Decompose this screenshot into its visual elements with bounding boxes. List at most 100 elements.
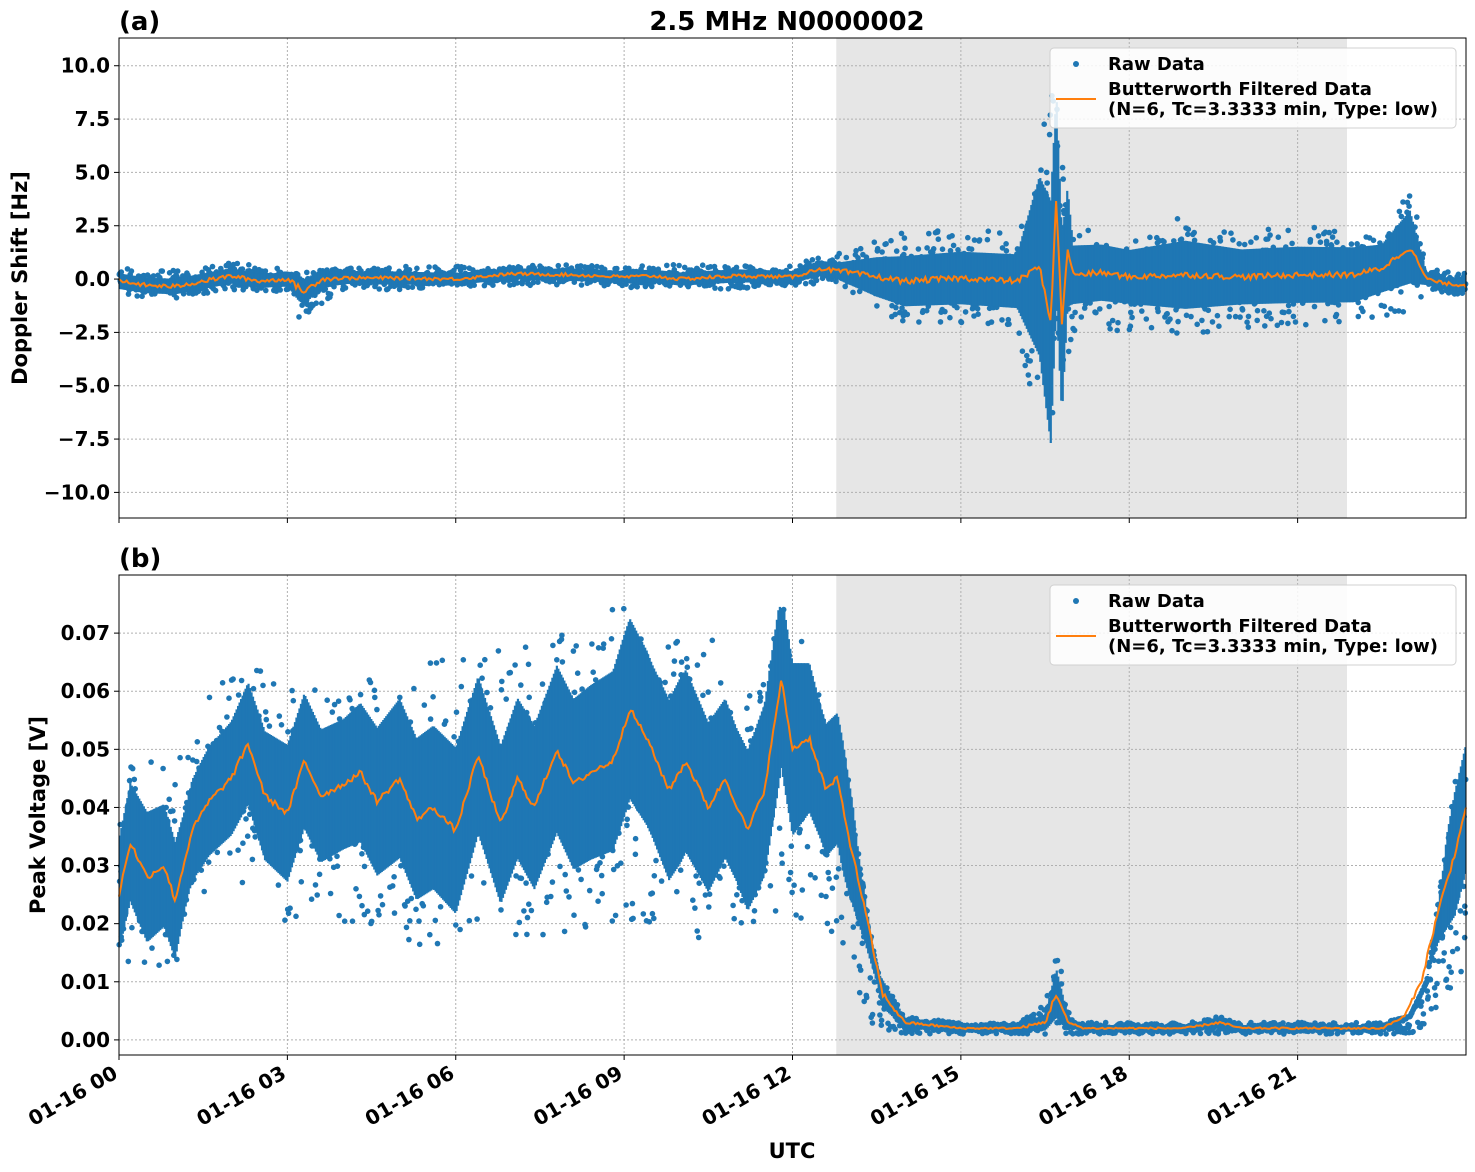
raw-data-point (1078, 314, 1085, 320)
raw-data-point (1445, 269, 1451, 275)
raw-data-point (1205, 307, 1212, 314)
raw-data-point (160, 765, 166, 772)
raw-data-point (461, 264, 468, 271)
raw-data-point (900, 317, 906, 324)
raw-data-point (453, 922, 459, 928)
raw-data-point (298, 879, 305, 885)
raw-data-point (235, 847, 241, 853)
raw-data-point (420, 903, 427, 909)
raw-data-point (170, 267, 177, 274)
raw-data-point (1317, 239, 1324, 245)
raw-data-point (1107, 326, 1113, 332)
raw-data-point (386, 265, 392, 271)
raw-data-point (1209, 319, 1216, 325)
raw-data-point (341, 918, 348, 924)
raw-data-point (883, 241, 889, 247)
raw-data-point (204, 290, 211, 296)
raw-data-point (871, 239, 878, 245)
raw-data-point (1024, 352, 1030, 359)
raw-data-point (578, 282, 585, 288)
raw-data-point (1254, 307, 1261, 314)
raw-data-point (1199, 317, 1205, 324)
raw-data-point (1261, 308, 1267, 314)
raw-data-point (1060, 176, 1066, 182)
raw-data-point (836, 250, 842, 257)
raw-data-point (254, 287, 260, 294)
raw-data-point (389, 883, 396, 889)
raw-data-point (1369, 314, 1375, 320)
raw-data-point (958, 319, 965, 326)
raw-data-point (1147, 234, 1153, 241)
raw-data-point (118, 269, 125, 275)
raw-data-point (177, 754, 183, 761)
raw-data-point (377, 893, 384, 899)
raw-data-point (171, 818, 178, 824)
raw-data-point (874, 303, 880, 309)
raw-data-point (1097, 306, 1103, 312)
raw-data-point (194, 739, 201, 745)
raw-data-point (134, 293, 140, 299)
raw-data-point (1115, 319, 1121, 326)
raw-data-point (664, 262, 670, 269)
raw-data-point (262, 709, 269, 715)
raw-data-point (129, 924, 135, 931)
raw-data-point (411, 685, 417, 692)
raw-data-point (699, 262, 706, 269)
raw-data-point (174, 268, 181, 274)
raw-data-point (285, 729, 291, 735)
raw-data-point (451, 734, 457, 740)
raw-data-point (1348, 241, 1355, 247)
raw-data-point (379, 901, 386, 908)
raw-data-point (193, 758, 200, 765)
raw-data-point (131, 776, 138, 783)
raw-data-point (277, 287, 284, 293)
raw-data-point (1072, 309, 1078, 316)
raw-data-point (926, 230, 932, 237)
raw-data-point (209, 263, 216, 270)
raw-data-point (1114, 327, 1120, 334)
raw-data-point (327, 291, 334, 298)
y-axis-label: Doppler Shift [Hz] (8, 171, 32, 385)
raw-data-point (1254, 317, 1260, 324)
raw-data-point (975, 311, 981, 318)
raw-data-point (857, 245, 864, 252)
raw-data-point (164, 958, 171, 965)
raw-data-point (639, 263, 645, 269)
raw-data-point (744, 284, 751, 291)
raw-data-point (1148, 324, 1155, 331)
raw-data-point (1336, 318, 1342, 325)
raw-data-point (1311, 224, 1318, 231)
raw-data-point (293, 913, 299, 920)
raw-data-point (150, 273, 157, 279)
raw-data-point (1029, 348, 1035, 354)
raw-data-point (244, 833, 251, 839)
raw-data-point (1262, 323, 1268, 329)
raw-data-point (1059, 164, 1066, 171)
raw-data-point (555, 262, 562, 269)
raw-data-point (1253, 235, 1260, 241)
raw-data-point (246, 262, 252, 268)
y-tick-label: 0.0 (75, 267, 110, 291)
raw-data-point (1188, 313, 1194, 320)
raw-data-point (240, 840, 246, 846)
raw-data-point (312, 882, 319, 888)
raw-data-point (1041, 121, 1047, 127)
raw-data-point (915, 246, 922, 252)
raw-data-point (893, 304, 899, 311)
raw-data-point (1216, 323, 1222, 330)
raw-data-point (235, 692, 242, 698)
raw-data-point (367, 679, 374, 686)
raw-data-point (930, 246, 937, 252)
raw-data-point (1221, 229, 1227, 235)
raw-data-point (318, 300, 325, 307)
raw-data-point (1370, 237, 1377, 244)
raw-data-point (285, 910, 292, 917)
raw-data-point (1044, 180, 1050, 186)
raw-data-point (407, 918, 413, 924)
raw-data-point (1290, 313, 1297, 320)
raw-data-point (1322, 317, 1328, 324)
raw-data-point (439, 657, 446, 664)
raw-data-point (1018, 223, 1025, 230)
raw-data-point (1227, 306, 1233, 313)
